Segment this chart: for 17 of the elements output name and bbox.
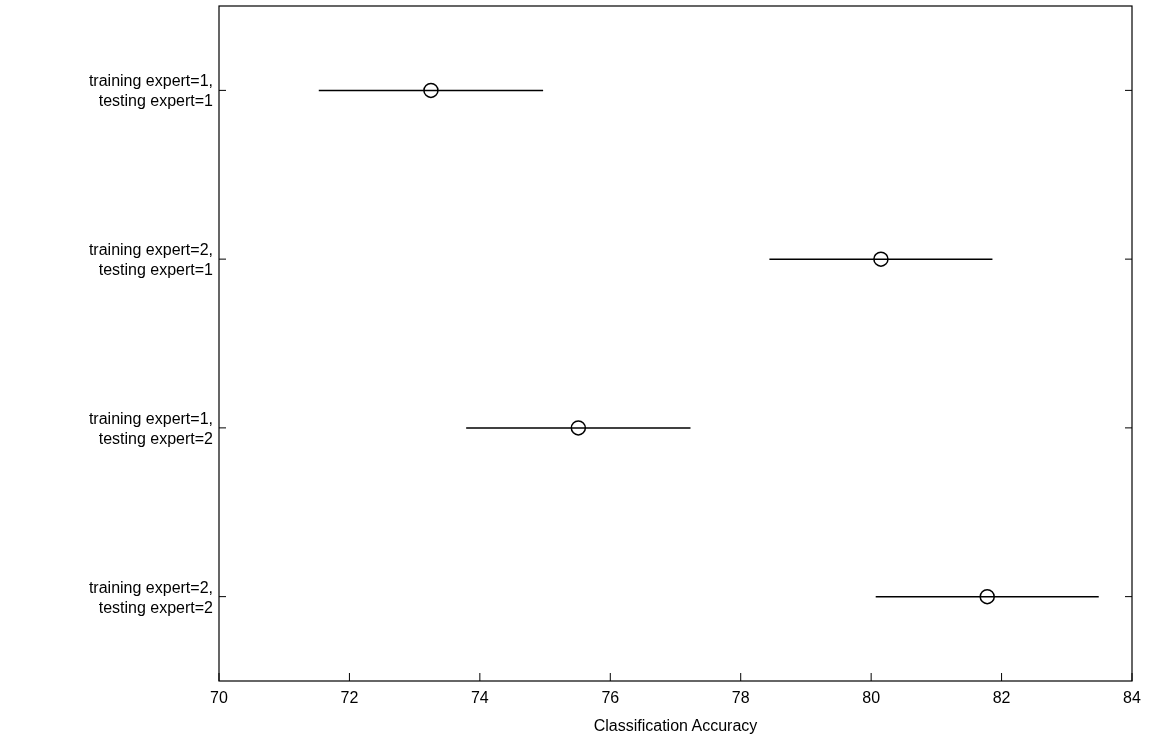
x-axis-title: Classification Accuracy	[593, 717, 758, 734]
x-tick-label: 78	[731, 689, 750, 706]
y-tick-label: training expert=2, testing expert=2	[88, 578, 214, 616]
x-tick-label: 74	[470, 689, 489, 706]
x-tick-label: 72	[340, 689, 359, 706]
x-tick-label: 82	[992, 689, 1011, 706]
y-tick-label: training expert=1, testing expert=1	[88, 72, 214, 110]
y-tick-label: training expert=2, testing expert=1	[88, 241, 214, 279]
x-tick-label: 70	[210, 689, 228, 706]
point	[979, 588, 995, 605]
x-tick-label: 84	[1123, 689, 1141, 706]
point	[570, 420, 587, 436]
y-tick-label: training expert=1, testing expert=2	[88, 409, 214, 447]
x-tick-label: 80	[862, 689, 881, 706]
point	[423, 82, 439, 99]
x-tick-label: 76	[601, 689, 620, 706]
point	[873, 251, 889, 267]
